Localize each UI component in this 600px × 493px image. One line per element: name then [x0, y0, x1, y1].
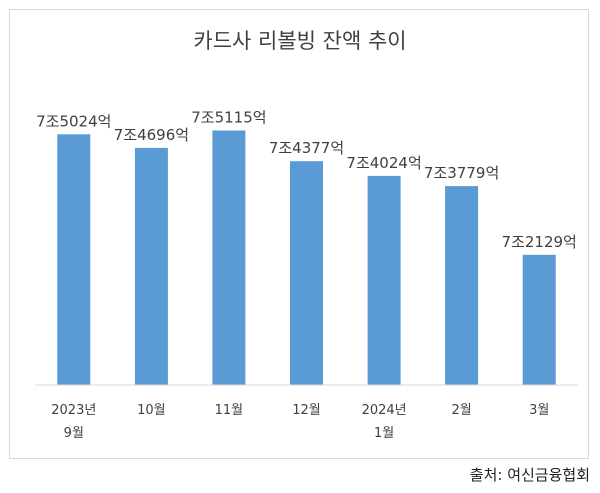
data-label-4: 7조4024억 [346, 154, 421, 172]
bar-group [57, 130, 556, 385]
bar-1 [134, 147, 168, 385]
x-tick-label-6-0: 3월 [529, 403, 549, 418]
bar-0 [57, 134, 91, 385]
data-label-3: 7조4377억 [269, 139, 344, 157]
x-tick-label-5-0: 2월 [451, 403, 471, 418]
x-tick-label-1-0: 10월 [137, 403, 166, 418]
x-tick-label-4-0: 2024년 [362, 403, 407, 418]
chart-title: 카드사 리볼빙 잔액 추이 [193, 29, 406, 53]
x-tick-label-4-1: 1월 [374, 426, 394, 441]
data-label-1: 7조4696억 [114, 126, 189, 144]
x-tick-label-0-0: 2023년 [51, 403, 96, 418]
bar-2 [212, 130, 246, 385]
bar-3 [290, 161, 323, 385]
x-tick-label-2-0: 11월 [215, 403, 244, 418]
x-tick-label-0-1: 9월 [64, 426, 84, 441]
data-label-2: 7조5115억 [191, 109, 266, 127]
x-tick-label-3-0: 12월 [292, 403, 321, 418]
data-label-0: 7조5024억 [36, 112, 111, 130]
data-label-5: 7조3779억 [424, 164, 499, 182]
bar-5 [445, 186, 479, 385]
data-label-6: 7조2129억 [502, 233, 577, 251]
bar-4 [367, 175, 401, 385]
data-label-group: 7조5024억7조4696억7조5115억7조4377억7조4024억7조377… [36, 109, 577, 251]
source-note: 출처: 여신금융협회 [469, 466, 590, 484]
x-tick-label-group: 2023년 9월 10월 11월 12월 2024년 1월 2월 3월 [51, 403, 549, 441]
bar-6 [522, 254, 556, 385]
